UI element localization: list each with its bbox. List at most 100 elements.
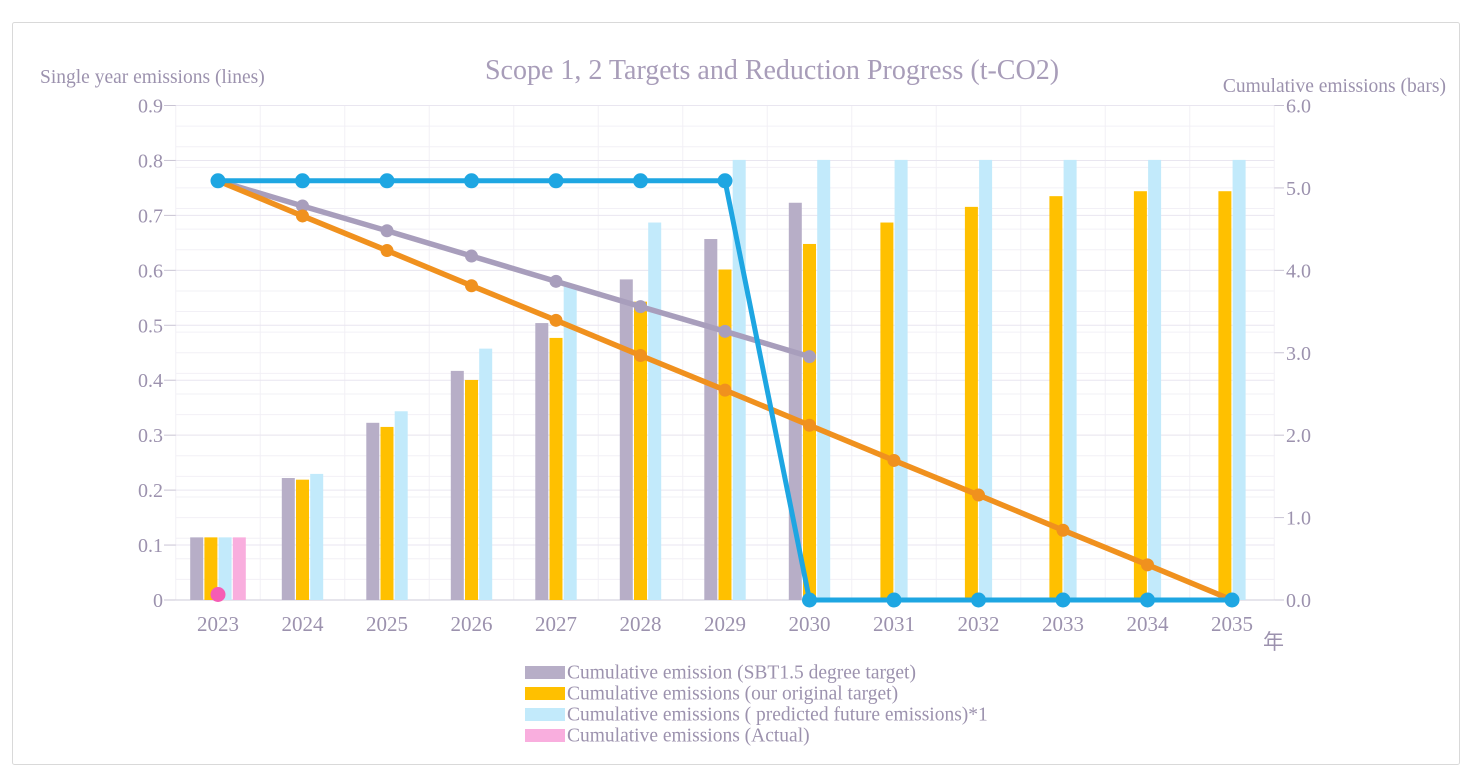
left-axis-tick-label: 0.3 bbox=[138, 425, 163, 447]
x-axis-label: 2029 bbox=[704, 612, 746, 636]
marker-sbt15 bbox=[549, 274, 563, 288]
legend-label-actual: Cumulative emissions (Actual) bbox=[567, 726, 810, 747]
right-axis-tick-label: 2.0 bbox=[1286, 425, 1311, 447]
bar-original-target-2024 bbox=[296, 479, 309, 600]
marker-original-target bbox=[887, 453, 901, 467]
left-axis-tick-label: 0.5 bbox=[138, 315, 163, 337]
bar-original-target-2031 bbox=[880, 222, 894, 600]
marker-predicted bbox=[379, 173, 395, 189]
bar-original-target-2025 bbox=[380, 426, 394, 600]
bar-sbt15-2026 bbox=[450, 370, 464, 600]
marker-original-target bbox=[549, 313, 563, 327]
marker-sbt15 bbox=[380, 224, 394, 238]
bar-predicted-2024 bbox=[310, 473, 324, 600]
left-axis-tick-labels: 0 0.1 0.2 0.3 0.4 0.5 0.6 0.7 0.8 0.9 bbox=[138, 96, 163, 613]
x-axis-unit-label: 年 bbox=[1263, 630, 1284, 654]
legend-label-original-target: Cumulative emissions (our original targe… bbox=[567, 684, 898, 705]
x-axis-labels: 2023 2024 2025 2026 2027 2028 2029 2030 2031 2032… bbox=[197, 612, 1253, 636]
x-axis-label: 2030 bbox=[789, 612, 831, 636]
bar-predicted-2025 bbox=[394, 411, 408, 600]
marker-predicted bbox=[548, 173, 564, 189]
legend-swatch-original-target bbox=[525, 687, 565, 700]
bar-original-target-2033 bbox=[1049, 196, 1063, 601]
marker-predicted bbox=[971, 592, 986, 608]
left-axis-tick-label: 0 bbox=[153, 590, 163, 612]
marker-original-target bbox=[1141, 558, 1154, 572]
bar-sbt15-2030 bbox=[788, 202, 802, 601]
line-series-predicted bbox=[210, 173, 1240, 608]
bar-predicted-2026 bbox=[479, 348, 493, 600]
line-series-group bbox=[210, 173, 1240, 608]
marker-original-target bbox=[380, 244, 394, 258]
bar-original-target-2035 bbox=[1218, 191, 1232, 601]
bar-predicted-2032 bbox=[979, 159, 993, 600]
x-axis-label: 2031 bbox=[873, 612, 915, 636]
legend-label-predicted: Cumulative emissions ( predicted future … bbox=[567, 705, 988, 726]
marker-original-target bbox=[718, 383, 732, 397]
legend-swatch-predicted bbox=[525, 708, 565, 721]
bar-original-target-2027 bbox=[549, 337, 563, 600]
legend-label-sbt15: Cumulative emission (SBT1.5 degree targe… bbox=[567, 663, 916, 684]
bar-predicted-2028 bbox=[648, 222, 662, 600]
right-axis-tick-label: 4.0 bbox=[1286, 260, 1311, 282]
bar-predicted-2030 bbox=[817, 159, 831, 600]
bar-original-target-2023 bbox=[204, 537, 218, 600]
bar-predicted-2035 bbox=[1232, 159, 1246, 600]
bar-sbt15-2024 bbox=[281, 478, 295, 600]
bar-predicted-2031 bbox=[894, 159, 908, 600]
x-axis-label: 2035 bbox=[1211, 612, 1253, 636]
line-series-sbt15 bbox=[211, 174, 816, 364]
left-axis-tick-label: 0.8 bbox=[138, 150, 163, 172]
marker-actual bbox=[210, 587, 226, 603]
left-axis-tick-label: 0.4 bbox=[138, 370, 163, 392]
right-axis-tick-label: 5.0 bbox=[1286, 178, 1311, 200]
x-axis-label: 2033 bbox=[1042, 612, 1084, 636]
left-axis-tick-label: 0.7 bbox=[138, 205, 163, 227]
marker-sbt15 bbox=[718, 324, 732, 338]
bar-predicted-2027 bbox=[563, 285, 577, 600]
marker-predicted bbox=[1140, 592, 1155, 608]
right-axis-tick-labels: 0.0 1.0 2.0 3.0 4.0 5.0 6.0 bbox=[1286, 96, 1311, 613]
bar-sbt15-2025 bbox=[366, 422, 380, 600]
marker-original-target bbox=[1056, 523, 1070, 537]
x-axis-label: 2023 bbox=[197, 612, 239, 636]
marker-predicted bbox=[1055, 592, 1071, 608]
bar-original-target-2026 bbox=[465, 379, 478, 600]
bar-actual-2023 bbox=[232, 537, 246, 600]
marker-predicted bbox=[1224, 592, 1240, 608]
left-axis-tick-label: 0.6 bbox=[138, 260, 163, 282]
marker-original-target bbox=[803, 418, 816, 432]
marker-predicted bbox=[295, 173, 310, 189]
bar-original-target-2032 bbox=[964, 206, 978, 600]
right-axis-tick-label: 6.0 bbox=[1286, 96, 1311, 118]
marker-sbt15 bbox=[465, 249, 478, 263]
bar-predicted-2034 bbox=[1148, 159, 1162, 600]
legend: Cumulative emission (SBT1.5 degree targe… bbox=[525, 663, 988, 747]
line-series-actual bbox=[210, 587, 226, 603]
bar-predicted-2023 bbox=[218, 537, 232, 600]
right-axis-title: Cumulative emissions (bars) bbox=[1223, 76, 1446, 97]
bar-sbt15-2029 bbox=[704, 239, 718, 600]
left-axis-tick-label: 0.2 bbox=[138, 480, 163, 502]
x-axis-label: 2028 bbox=[620, 612, 662, 636]
x-axis-label: 2034 bbox=[1127, 612, 1170, 636]
marker-predicted bbox=[802, 592, 817, 608]
left-axis-title: Single year emissions (lines) bbox=[40, 67, 265, 88]
marker-predicted bbox=[633, 173, 648, 189]
left-axis-tick-label: 0.9 bbox=[138, 96, 163, 118]
x-axis-label: 2025 bbox=[366, 612, 408, 636]
bar-sbt15-2027 bbox=[535, 323, 549, 600]
bar-sbt15-2028 bbox=[619, 279, 633, 600]
x-axis-label: 2026 bbox=[451, 612, 493, 636]
marker-sbt15 bbox=[634, 300, 647, 314]
bar-sbt15-2023 bbox=[190, 537, 204, 600]
x-axis-label: 2024 bbox=[282, 612, 325, 636]
bar-original-target-2028 bbox=[634, 301, 647, 600]
marker-predicted bbox=[886, 592, 902, 608]
x-axis-label: 2027 bbox=[535, 612, 577, 636]
marker-original-target bbox=[296, 209, 309, 223]
x-axis-label: 2032 bbox=[958, 612, 1000, 636]
right-axis-tick-label: 0.0 bbox=[1286, 590, 1311, 612]
bar-original-target-2029 bbox=[718, 269, 732, 600]
